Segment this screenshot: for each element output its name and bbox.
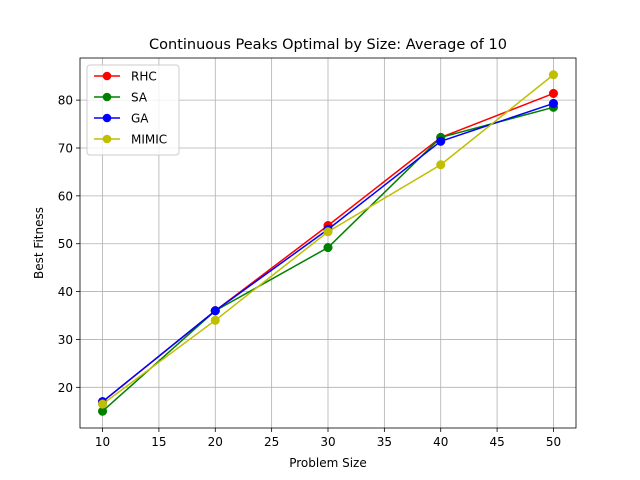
x-tick-label: 15	[151, 435, 166, 449]
y-tick-label: 30	[58, 333, 73, 347]
x-tick-label: 50	[546, 435, 561, 449]
axis-ticks: 10 15 20 25 30 35 40 45 50 20 30 40 50 60 70 80	[58, 94, 561, 449]
y-tick-label: 50	[58, 237, 73, 251]
series-mimic	[97, 70, 559, 409]
series-sa	[97, 102, 559, 416]
y-tick-label: 80	[58, 94, 73, 108]
x-tick-label: 40	[433, 435, 448, 449]
y-tick-label: 60	[58, 189, 73, 203]
x-tick-label: 10	[95, 435, 110, 449]
chart-title: Continuous Peaks Optimal by Size: Averag…	[149, 37, 507, 53]
y-tick-label: 20	[58, 381, 73, 395]
data-point-rhc	[548, 88, 559, 98]
data-point-mimic	[436, 160, 446, 170]
x-axis-label: Problem Size	[289, 456, 367, 470]
data-point-mimic	[210, 315, 220, 325]
data-point-sa	[323, 242, 333, 253]
data-point-mimic	[97, 399, 108, 409]
series-lines	[97, 70, 559, 416]
y-tick-label: 70	[58, 141, 73, 155]
legend-label-mimic: MIMIC	[131, 133, 167, 147]
legend-label-ga: GA	[131, 112, 149, 126]
x-tick-label: 30	[320, 435, 335, 449]
data-point-ga	[436, 136, 446, 146]
legend-marker-ga	[102, 113, 112, 123]
legend-label-sa: SA	[131, 91, 148, 105]
x-tick-label: 20	[208, 435, 223, 449]
x-tick-label: 35	[377, 435, 392, 449]
x-tick-label: 45	[489, 435, 504, 449]
legend-marker-mimic	[102, 134, 112, 144]
y-axis-label: Best Fitness	[32, 207, 46, 279]
x-tick-label: 25	[264, 435, 279, 449]
data-point-ga	[548, 98, 559, 109]
data-point-mimic	[323, 227, 333, 237]
data-point-mimic	[548, 70, 559, 80]
data-point-ga	[210, 306, 220, 316]
y-tick-label: 40	[58, 285, 73, 299]
legend-label-rhc: RHC	[131, 70, 157, 84]
legend: RHC SA GA MIMIC	[86, 64, 180, 156]
legend-marker-rhc	[102, 71, 112, 81]
legend-marker-sa	[102, 92, 112, 102]
legend-box	[86, 64, 180, 156]
